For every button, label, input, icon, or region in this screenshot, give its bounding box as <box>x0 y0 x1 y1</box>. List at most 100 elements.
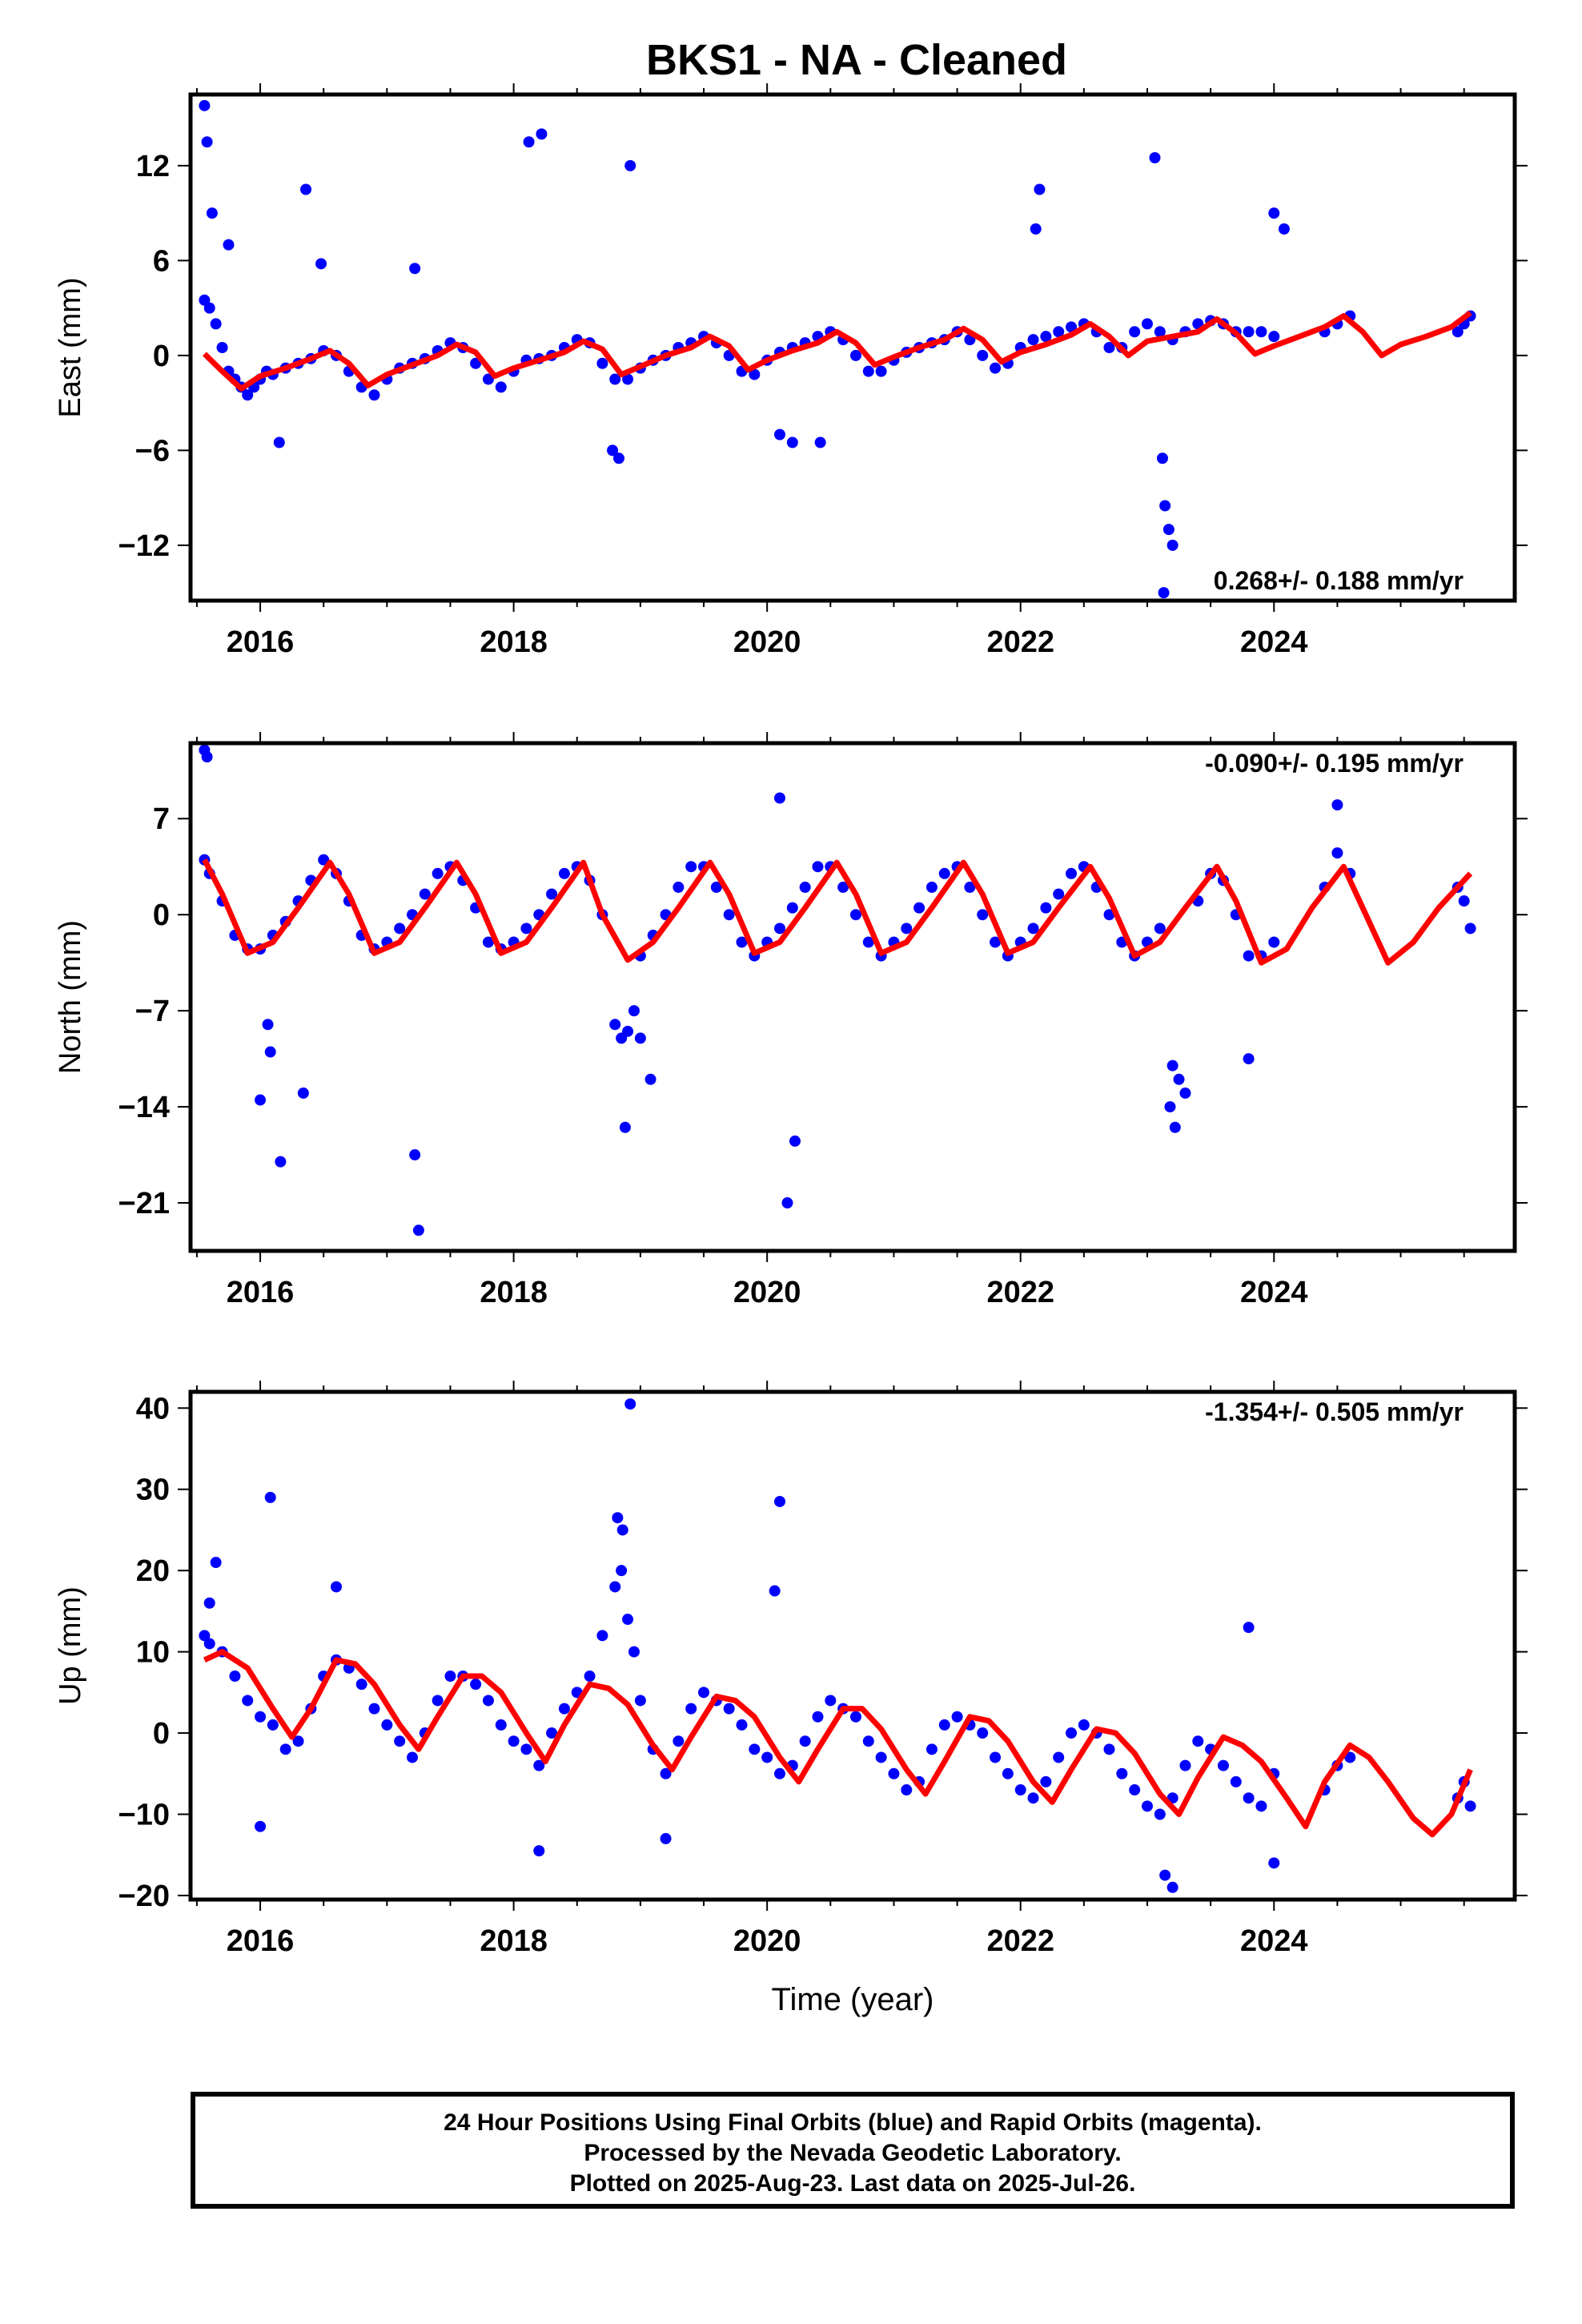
data-point <box>723 1703 735 1715</box>
data-point <box>609 373 621 385</box>
data-point <box>1078 1719 1090 1731</box>
model-fit-line <box>202 310 1472 392</box>
data-point <box>508 1735 520 1747</box>
caption-box: 24 Hour Positions Using Final Orbits (bl… <box>191 2092 1515 2209</box>
model-fit-line <box>202 858 1473 966</box>
data-point <box>926 1743 938 1755</box>
data-point <box>1179 1087 1191 1099</box>
data-point <box>533 1845 545 1857</box>
up-panel: 2016 2018 2020 2022 2024 −20 −10 0 10 20 30 40 Up (m… <box>54 1381 1528 2017</box>
data-point <box>199 1630 211 1642</box>
y-tick-label: 20 <box>136 1554 170 1588</box>
data-point <box>1066 321 1078 333</box>
data-point <box>1464 1800 1476 1812</box>
data-point <box>1169 1121 1181 1133</box>
data-point <box>634 1032 646 1044</box>
data-point <box>596 357 608 369</box>
y-tick-label: −12 <box>118 529 170 563</box>
data-point <box>482 1695 494 1707</box>
data-point <box>1141 318 1153 330</box>
data-point <box>533 1759 545 1771</box>
x-tick-label: 2020 <box>733 625 801 659</box>
data-point <box>773 1495 785 1507</box>
x-tick-label: 2022 <box>986 625 1054 659</box>
data-point <box>482 936 494 948</box>
data-point <box>1179 1759 1191 1771</box>
data-point <box>1116 1767 1128 1779</box>
data-point <box>520 923 532 935</box>
x-tick-label: 2018 <box>480 625 548 659</box>
data-point <box>331 1581 343 1593</box>
plot-area <box>199 744 1476 1236</box>
data-point <box>394 1735 406 1747</box>
x-tick-label: 2016 <box>227 1924 295 1958</box>
data-point <box>862 365 874 377</box>
data-point <box>628 1646 640 1658</box>
data-point <box>849 1711 861 1723</box>
data-point <box>1040 902 1052 914</box>
data-point <box>789 1135 801 1147</box>
x-tick-label: 2024 <box>1240 625 1308 659</box>
data-point <box>315 258 327 270</box>
data-point <box>1166 539 1178 551</box>
data-point <box>1066 867 1078 879</box>
data-point <box>814 436 826 448</box>
data-point <box>622 1025 634 1037</box>
data-point <box>612 452 624 464</box>
data-point <box>888 1767 900 1779</box>
data-point <box>1243 1053 1255 1065</box>
data-point <box>624 159 636 171</box>
data-point <box>1166 1881 1178 1893</box>
y-tick-label: −6 <box>135 434 170 468</box>
data-point <box>546 888 558 900</box>
data-point <box>723 909 735 921</box>
data-point <box>1129 1784 1141 1796</box>
data-point <box>977 909 989 921</box>
data-point <box>432 867 444 879</box>
data-point <box>1278 223 1290 235</box>
data-point <box>1014 1784 1026 1796</box>
y-tick-label: 7 <box>153 802 170 836</box>
data-point <box>292 1735 304 1747</box>
data-point <box>1066 1727 1078 1739</box>
data-point <box>913 902 926 914</box>
data-point <box>749 1743 761 1755</box>
velocity-annotation: -0.090+/- 0.195 mm/yr <box>1205 749 1464 778</box>
data-point <box>255 1820 267 1832</box>
data-point <box>837 881 849 893</box>
data-point <box>1154 326 1166 338</box>
data-point <box>609 1019 621 1031</box>
y-axis-label: East (mm) <box>54 277 87 417</box>
y-tick-label: −20 <box>118 1880 170 1913</box>
data-point <box>761 1751 773 1763</box>
data-point <box>1149 152 1161 163</box>
x-axis-label: Time (year) <box>772 1982 934 2017</box>
data-point <box>875 365 887 377</box>
data-point <box>673 1735 685 1747</box>
y-tick-label: 0 <box>153 899 170 932</box>
data-point <box>607 444 619 456</box>
data-point <box>1158 587 1170 599</box>
data-point <box>990 1751 1002 1763</box>
data-point <box>1053 1751 1065 1763</box>
data-point <box>1243 950 1255 962</box>
data-point <box>216 342 228 353</box>
x-tick-label: 2018 <box>480 1924 548 1958</box>
data-point <box>710 881 722 893</box>
data-point <box>406 1751 418 1763</box>
y-tick-label: 6 <box>153 244 170 278</box>
data-point <box>1040 331 1052 343</box>
data-point <box>1344 1751 1356 1763</box>
data-point <box>242 1695 254 1707</box>
data-point <box>1162 524 1174 536</box>
data-point <box>1243 1622 1255 1634</box>
data-point <box>862 936 874 948</box>
data-point <box>660 1832 672 1844</box>
y-tick-label: 30 <box>136 1474 170 1507</box>
data-point <box>644 1073 656 1085</box>
data-point <box>1464 923 1476 935</box>
data-point <box>1255 1800 1267 1812</box>
data-point <box>1154 923 1166 935</box>
data-point <box>616 1524 628 1536</box>
